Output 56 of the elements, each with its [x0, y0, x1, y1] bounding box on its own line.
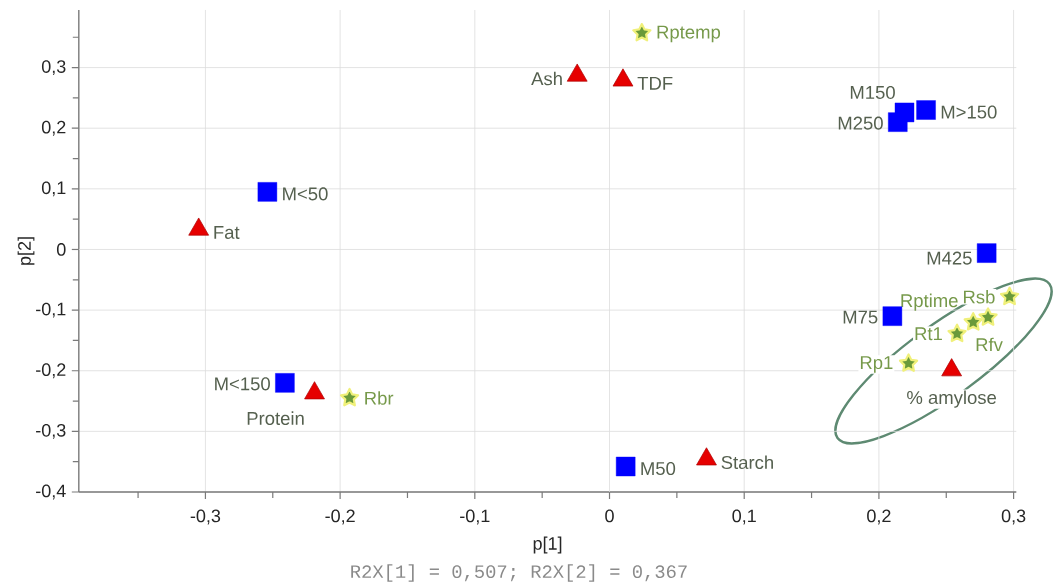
y-tick-label: 0 — [56, 243, 66, 256]
x-tick-label: 0,1 — [732, 509, 756, 525]
x-tick-label: 0,2 — [867, 509, 891, 525]
annotation: Rp1 — [860, 356, 893, 373]
annotation: Starch — [721, 455, 773, 470]
annotation: M<150 — [215, 377, 270, 391]
annotation: Fat — [214, 226, 240, 239]
annotation: Rbr — [365, 391, 394, 405]
annotation: Rptime — [901, 293, 958, 311]
point — [615, 456, 636, 477]
x-tick-label: -0,2 — [325, 509, 355, 525]
point — [916, 100, 936, 120]
x-tick-label: -0,3 — [190, 509, 221, 525]
y-tick-label: 0,2 — [41, 120, 66, 136]
annotation: M250 — [838, 116, 883, 130]
annotation: Protein — [247, 411, 304, 425]
annotation: % amylose — [907, 390, 997, 408]
annotation: M<50 — [283, 187, 328, 201]
annotation: TDF — [637, 76, 673, 90]
y-axis-title: p[2] — [17, 237, 35, 265]
text: R2X[1] = 0,507; R2X[2] = 0,367 — [351, 564, 687, 582]
point — [888, 112, 908, 132]
point — [978, 307, 998, 326]
x-tick-label: 0 — [605, 509, 614, 523]
annotation: M75 — [843, 310, 878, 324]
y-tick-label: -0,1 — [36, 302, 66, 318]
point — [304, 381, 325, 400]
x-tick-label: -0,1 — [460, 509, 490, 525]
annotation: M425 — [927, 251, 972, 265]
point — [963, 312, 983, 331]
point — [999, 286, 1020, 306]
annotation: Ash — [531, 71, 562, 86]
point — [898, 353, 919, 372]
point — [275, 373, 295, 393]
annotation: M50 — [641, 461, 676, 476]
point — [976, 243, 997, 263]
annotation: Rt1 — [915, 327, 942, 341]
point — [339, 387, 360, 407]
annotation: Rptemp — [657, 25, 721, 43]
x-tick-label: 0,3 — [1001, 509, 1026, 525]
point — [257, 182, 278, 202]
x-axis-title: p[1] — [533, 536, 562, 554]
point — [632, 22, 652, 42]
annotation: M150 — [850, 85, 895, 100]
point — [941, 358, 962, 377]
annotation: Rfv — [976, 337, 1003, 352]
y-tick-label: 0,1 — [41, 181, 66, 197]
annotation: Rsb — [963, 289, 995, 304]
point — [696, 447, 717, 466]
y-tick-label: -0,4 — [36, 484, 66, 500]
point — [947, 323, 967, 343]
y-tick-label: -0,2 — [36, 363, 66, 379]
annotation: M>150 — [941, 105, 997, 119]
y-tick-label: 0,3 — [41, 60, 66, 76]
point — [882, 306, 903, 326]
y-tick-label: -0,3 — [36, 423, 66, 439]
